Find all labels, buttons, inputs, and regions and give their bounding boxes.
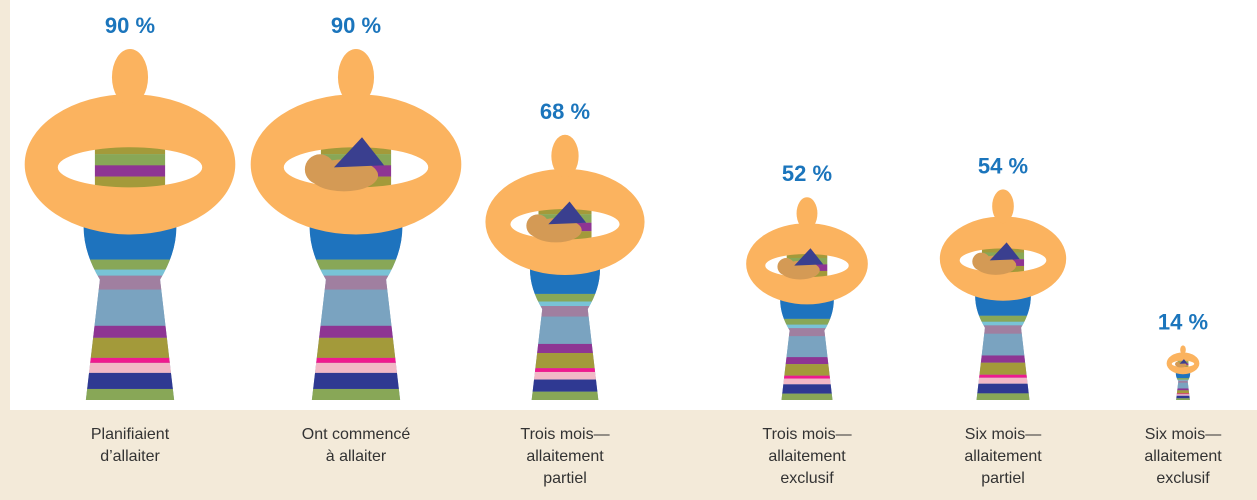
stripe [80, 389, 180, 400]
torso-stripe [95, 165, 165, 176]
stripe [973, 322, 1033, 326]
stripe [1175, 378, 1191, 380]
stripe [527, 368, 603, 372]
stripe [778, 336, 836, 357]
category-label: Six mois—allaitement exclusif [1123, 424, 1243, 490]
stripe [973, 363, 1033, 375]
stripe [306, 260, 406, 270]
stripe [527, 372, 603, 380]
stripe [1175, 394, 1191, 396]
baby-head [305, 154, 335, 184]
stripe [527, 306, 603, 317]
stripe [1175, 398, 1191, 400]
stripe [778, 394, 836, 400]
stripe [527, 353, 603, 368]
head [797, 197, 818, 229]
stripe [778, 328, 836, 336]
category-label: Planifiaient d’allaiter [70, 424, 190, 468]
value-label: 68 % [540, 99, 590, 124]
head [551, 135, 578, 177]
stripe [778, 379, 836, 385]
stripe [1175, 380, 1191, 381]
stripe [80, 363, 180, 373]
head [1180, 345, 1186, 354]
stripe [1175, 396, 1191, 398]
stripe [973, 355, 1033, 362]
stripe [80, 260, 180, 270]
stripe [973, 384, 1033, 394]
stripe [80, 270, 180, 276]
stripe [306, 373, 406, 389]
value-label: 54 % [978, 153, 1028, 178]
stripe [306, 270, 406, 276]
skirt [306, 219, 406, 400]
figure [746, 197, 868, 400]
figure [485, 135, 644, 400]
stripe [527, 380, 603, 392]
figure [940, 189, 1066, 400]
baby-head [777, 258, 794, 275]
stripe [973, 378, 1033, 384]
stripe [1175, 383, 1191, 389]
stripe [306, 290, 406, 326]
stripe [80, 276, 180, 290]
skirt [80, 219, 180, 400]
stripe [306, 338, 406, 358]
stripe [306, 276, 406, 290]
category-label: Trois mois—allaitement exclusif [747, 424, 867, 490]
torso-stripe [95, 154, 165, 165]
stripe [80, 373, 180, 389]
stripe [527, 317, 603, 344]
stripe [1175, 393, 1191, 394]
page: 90 %90 %68 %52 %54 %14 % (() => { const … [0, 0, 1257, 500]
stripe [1175, 390, 1191, 393]
stripe [80, 290, 180, 326]
stripe [80, 326, 180, 338]
stripe [1175, 381, 1191, 383]
category-label: Ont commencé à allaiter [296, 424, 416, 468]
stripe [80, 338, 180, 358]
stripe [527, 301, 603, 306]
value-label: 90 % [105, 13, 155, 38]
value-label: 52 % [782, 161, 832, 186]
stripe [306, 326, 406, 338]
stripe [973, 325, 1033, 333]
skirt [778, 296, 836, 400]
value-label: 14 % [1158, 309, 1208, 334]
baby-head [526, 214, 549, 237]
stripe [527, 294, 603, 302]
baby-head [972, 253, 990, 271]
figure [1167, 345, 1200, 400]
stripe [778, 364, 836, 376]
stripe [778, 325, 836, 328]
stripe [778, 357, 836, 364]
skirt [1175, 372, 1191, 400]
stripe [973, 316, 1033, 322]
stripe [306, 363, 406, 373]
figure [251, 49, 462, 400]
value-label: 90 % [331, 13, 381, 38]
stripe [778, 384, 836, 393]
stripe [778, 376, 836, 379]
skirt [527, 264, 603, 400]
stripe [778, 319, 836, 325]
head [338, 49, 374, 105]
category-label: Trois mois—allaitement partiel [505, 424, 625, 490]
stripe [306, 389, 406, 400]
skirt [973, 292, 1033, 400]
stripe [973, 375, 1033, 378]
figure [25, 49, 236, 400]
baby-head [1175, 362, 1180, 367]
stripe [527, 344, 603, 353]
stripe [973, 334, 1033, 356]
head [112, 49, 148, 105]
stripe [306, 358, 406, 363]
stripe [973, 393, 1033, 400]
head [992, 189, 1014, 223]
stripe [80, 358, 180, 363]
stripe [1175, 388, 1191, 390]
category-label: Six mois—allaitement partiel [943, 424, 1063, 490]
stripe [527, 392, 603, 400]
